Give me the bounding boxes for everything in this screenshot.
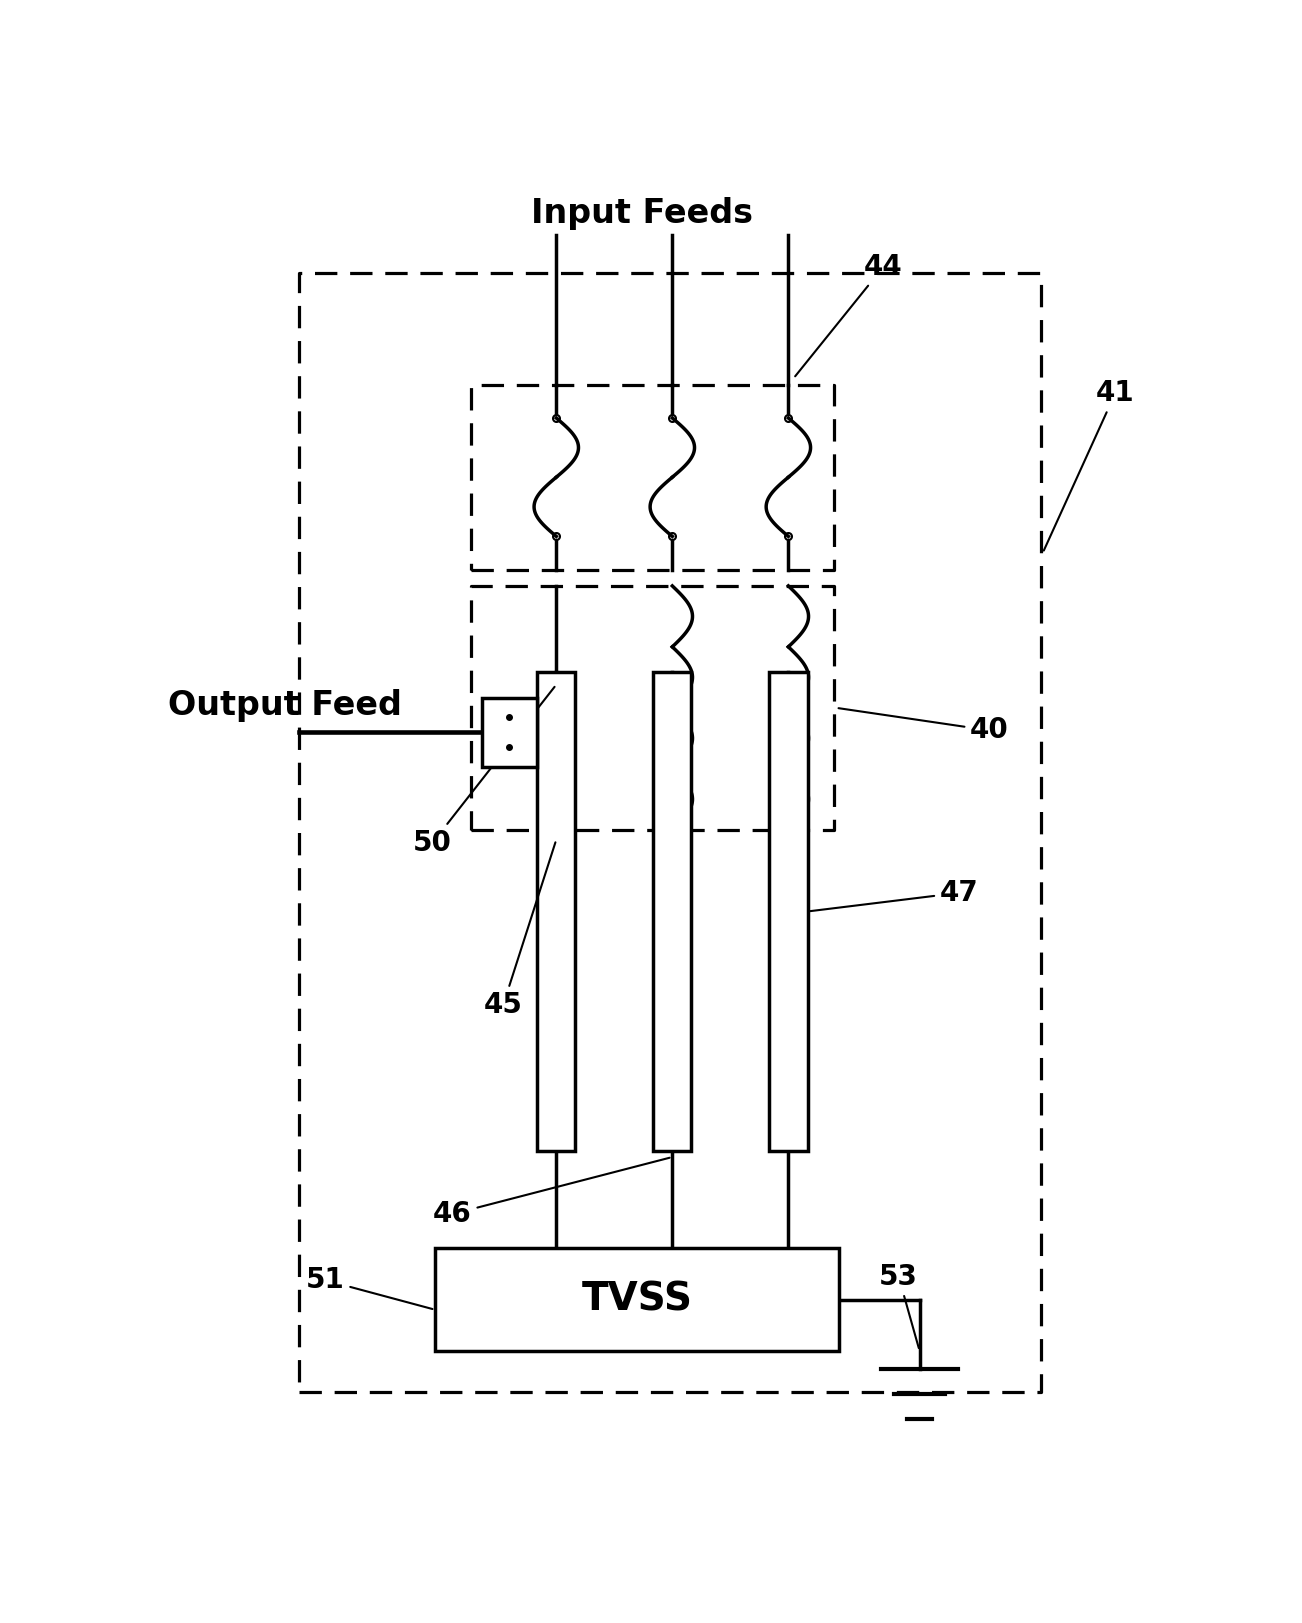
- Bar: [654, 672, 691, 1151]
- Bar: [538, 672, 575, 1151]
- Text: Output Feed: Output Feed: [168, 690, 402, 722]
- Text: 46: 46: [434, 1157, 669, 1229]
- Bar: [435, 1248, 838, 1350]
- Text: 40: 40: [838, 708, 1009, 745]
- Text: 41: 41: [1044, 378, 1135, 550]
- Text: 45: 45: [483, 842, 556, 1019]
- Bar: [482, 698, 538, 766]
- Text: 44: 44: [796, 253, 902, 377]
- Text: Input Feeds: Input Feeds: [531, 196, 753, 230]
- Bar: [769, 672, 807, 1151]
- Text: 51: 51: [306, 1266, 432, 1310]
- Text: 50: 50: [413, 687, 555, 857]
- Text: 53: 53: [879, 1263, 919, 1349]
- Text: TVSS: TVSS: [582, 1281, 693, 1318]
- Text: 47: 47: [810, 878, 979, 911]
